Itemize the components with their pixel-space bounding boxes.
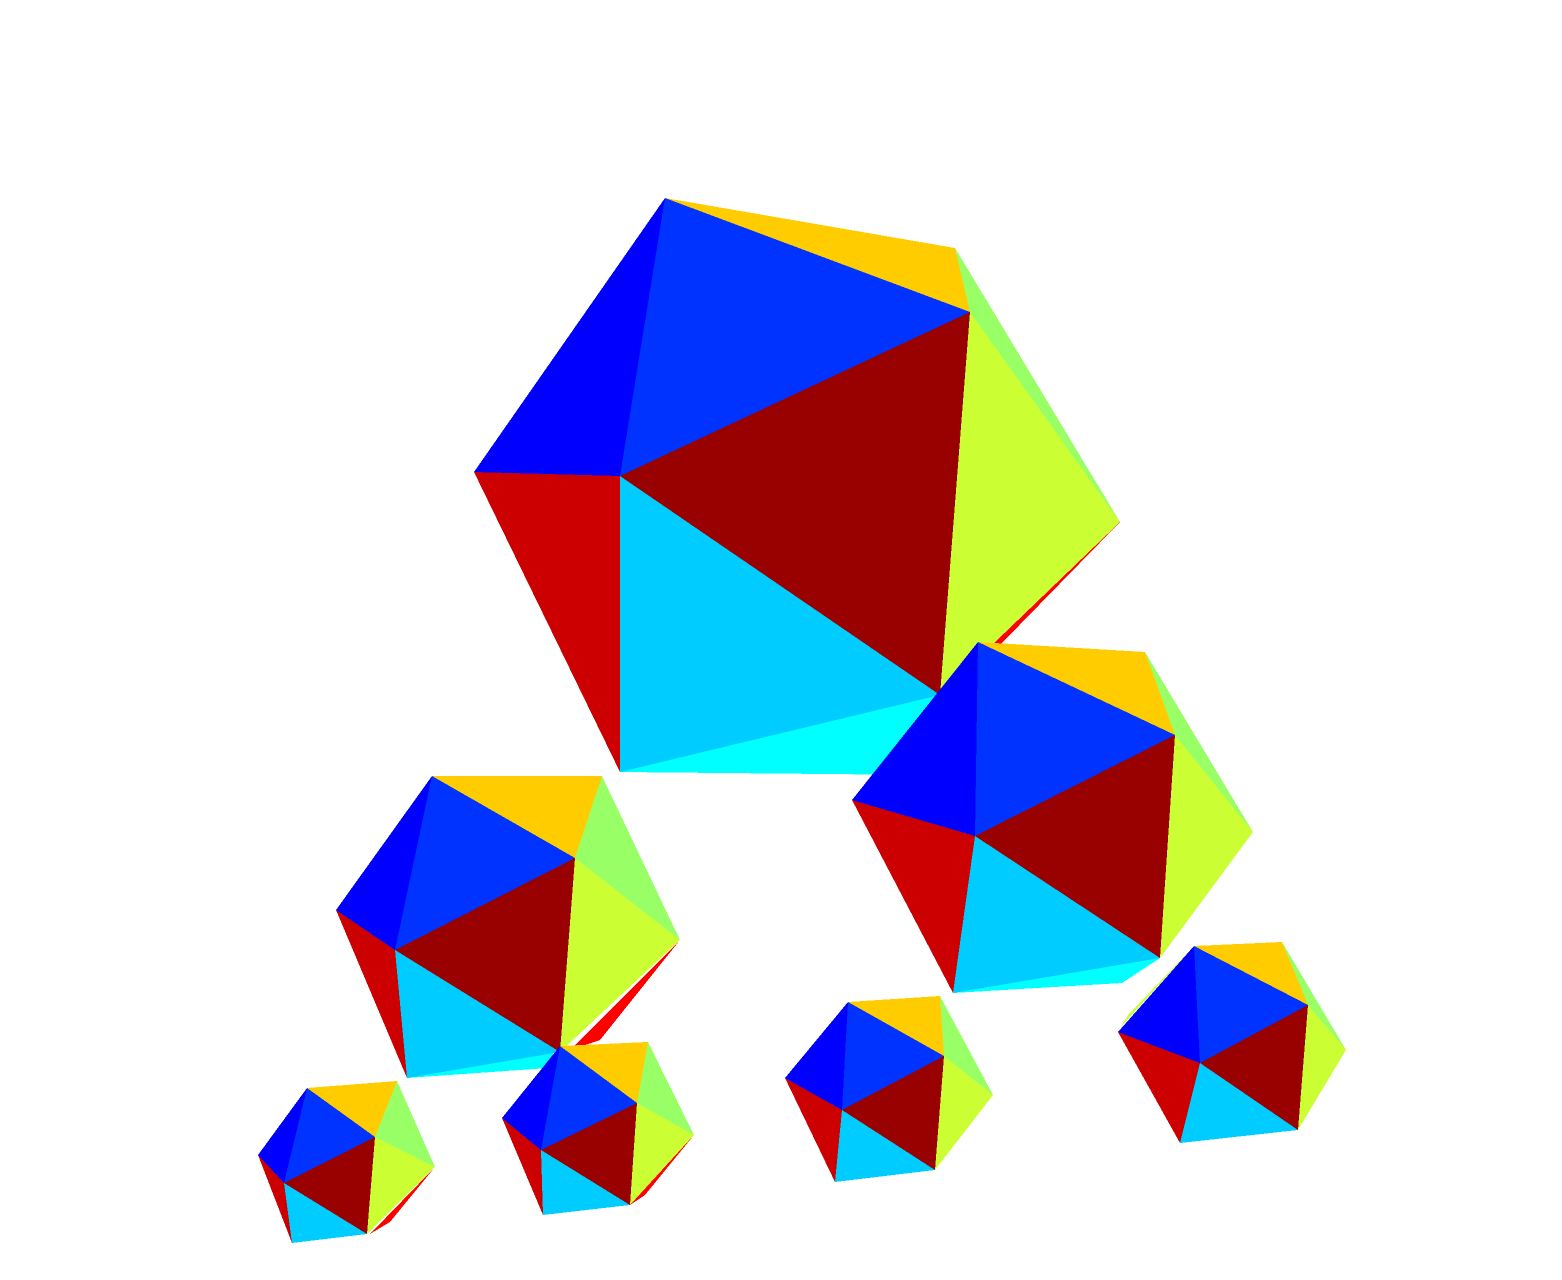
face-red: [502, 1118, 543, 1215]
face-orange: [848, 996, 944, 1056]
face-blue-dark: [474, 198, 665, 476]
face-red: [1118, 1032, 1200, 1143]
face-blue-dark: [852, 642, 978, 836]
face-cyan-sky: [284, 1183, 367, 1243]
face-orange: [432, 776, 602, 858]
face-cyan-sky: [953, 836, 1160, 993]
icosahedron-small-left-center: [502, 1042, 694, 1215]
icosahedron-large: [474, 198, 1120, 775]
face-maroon: [395, 858, 575, 1052]
face-red: [258, 1155, 292, 1243]
face-green-light: [1145, 652, 1253, 832]
face-yellow-green: [1160, 735, 1253, 958]
face-green-light: [637, 1042, 694, 1135]
face-cyan-sky: [1180, 1063, 1298, 1143]
icosahedron-small-center: [785, 996, 993, 1182]
face-orange: [1194, 942, 1308, 1005]
face-blue: [395, 776, 575, 950]
face-blue-dark: [502, 1046, 560, 1150]
icosahedron-small-right: [1118, 942, 1346, 1143]
face-green-light: [575, 776, 680, 940]
face-maroon: [620, 312, 970, 695]
face-green-light: [940, 996, 993, 1095]
face-blue: [842, 1002, 944, 1110]
face-maroon: [1200, 1005, 1308, 1130]
icosahedron-small-left: [258, 1081, 435, 1243]
face-red: [852, 800, 975, 993]
face-maroon: [975, 735, 1175, 958]
icosahedron-right: [852, 642, 1253, 993]
face-cyan-sky: [395, 950, 560, 1078]
icosahedron-left: [336, 776, 680, 1078]
face-blue: [1194, 946, 1308, 1063]
face-yellow-green: [560, 858, 680, 1052]
face-red: [474, 472, 620, 772]
face-yellow-green: [630, 1103, 694, 1205]
face-cyan-sky: [835, 1110, 935, 1182]
face-green-light: [1282, 942, 1346, 1050]
face-blue-dark: [1118, 946, 1200, 1063]
face-green-light: [955, 248, 1120, 522]
face-red-bright: [370, 1167, 435, 1234]
face-red: [336, 910, 407, 1078]
face-maroon: [842, 1056, 944, 1170]
face-yellow-green: [935, 1056, 993, 1170]
face-maroon: [541, 1103, 637, 1205]
face-orange: [307, 1081, 397, 1137]
face-cyan-sky: [541, 1150, 630, 1215]
face-cyan-sky: [620, 476, 940, 772]
face-yellow-green: [367, 1137, 435, 1234]
face-blue-dark: [785, 1002, 848, 1110]
face-yellow-green: [940, 312, 1120, 695]
face-yellow-accent: [1120, 946, 1194, 1028]
face-orange: [560, 1042, 648, 1103]
face-blue: [620, 198, 970, 476]
face-red: [785, 1078, 842, 1182]
face-blue: [284, 1088, 375, 1183]
face-yellow-green: [1298, 1005, 1346, 1130]
face-blue: [975, 642, 1175, 836]
face-blue: [541, 1046, 637, 1150]
face-blue-dark: [258, 1088, 307, 1183]
face-cyan: [620, 695, 940, 775]
face-green-light: [375, 1081, 435, 1167]
face-blue-dark: [336, 776, 432, 950]
face-maroon: [284, 1137, 375, 1234]
face-red-bright: [570, 940, 680, 1050]
